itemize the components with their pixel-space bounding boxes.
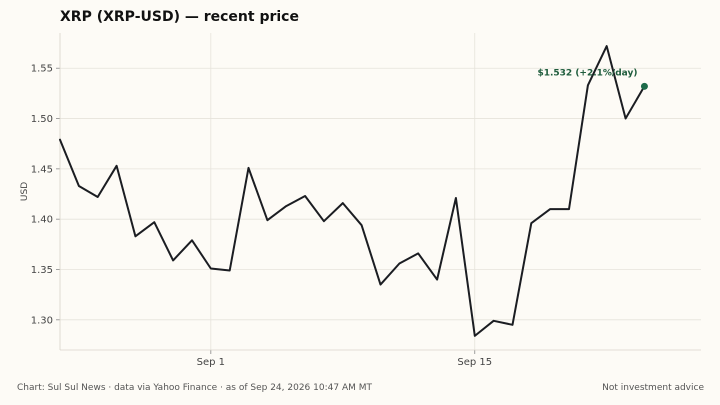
y-tick-label: 1.40 — [31, 215, 53, 226]
y-tick-label: 1.35 — [31, 265, 53, 276]
grid-layer — [60, 33, 701, 350]
y-axis-label: USD — [20, 182, 30, 201]
footer-disclaimer: Not investment advice — [602, 383, 704, 393]
y-tick-label: 1.50 — [31, 114, 53, 125]
x-tick-label: Sep 15 — [457, 357, 492, 368]
x-tick-label: Sep 1 — [197, 357, 225, 368]
price-line — [59, 45, 646, 337]
last-price-point — [640, 82, 648, 90]
line-layer — [59, 45, 648, 337]
y-tick-label: 1.30 — [31, 315, 53, 326]
annotation-layer: $1.532 (+2.1%/day) — [537, 68, 637, 78]
y-tick-label: 1.55 — [31, 64, 53, 75]
footer-source: Chart: Sul Sul News · data via Yahoo Fin… — [17, 383, 372, 393]
y-tick-label: 1.45 — [31, 164, 53, 175]
chart-title: XRP (XRP-USD) — recent price — [60, 9, 299, 25]
axis-layer: 1.30 1.35 1.40 1.45 1.50 1.55 Sep 1 Sep 15 USD — [20, 33, 701, 368]
last-price-annotation: $1.532 (+2.1%/day) — [537, 68, 637, 78]
